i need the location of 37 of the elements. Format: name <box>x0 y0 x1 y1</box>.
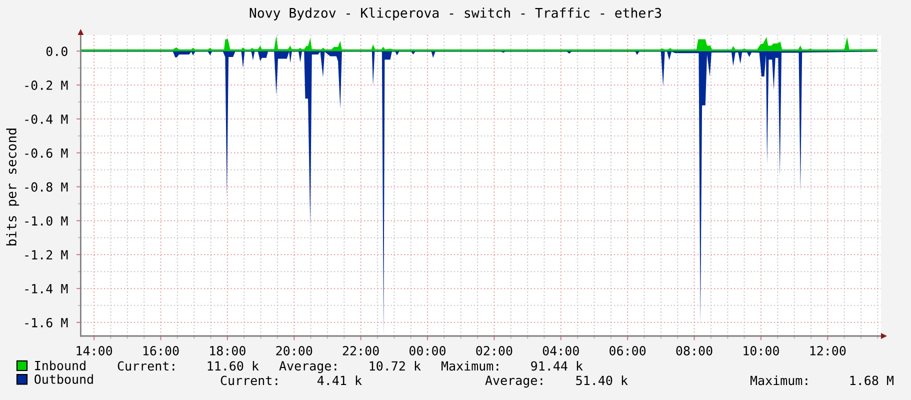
chart-title: Novy Bydzov - Klicperova - switch - Traffic - ether3 <box>250 8 662 20</box>
y-axis-title: bits per second <box>6 128 19 246</box>
x-tick-label: 22:00 <box>342 346 379 356</box>
text: 11.60 k <box>208 360 259 371</box>
x-tick-label: 14:00 <box>76 346 112 356</box>
x-tick-label: 02:00 <box>476 346 512 356</box>
text: Maximum: <box>750 375 808 386</box>
y-tick-label: -1.4 M <box>25 284 68 294</box>
legend-label: Inbound <box>35 360 86 370</box>
y-tick-label: -0.6 M <box>25 148 68 158</box>
y-tick-label: -1.6 M <box>25 318 68 328</box>
x-tick-label: 08:00 <box>676 346 712 356</box>
y-tick-label: -1.0 M <box>25 216 68 226</box>
text: Maximum: <box>442 360 498 371</box>
text: Current: <box>118 361 174 371</box>
x-tick-label: 16:00 <box>143 346 179 356</box>
y-tick-label: -1.2 M <box>25 250 68 260</box>
text: 4.41 k <box>317 375 362 385</box>
legend-label: Outbound <box>34 374 93 384</box>
text: 10.72 k <box>370 360 421 371</box>
text: Current: <box>220 376 278 386</box>
text: 91.44 k <box>531 360 583 371</box>
y-tick-label: 0.0 <box>46 46 68 56</box>
x-tick-label: 06:00 <box>610 346 646 356</box>
text: 51.40 k <box>576 375 628 386</box>
x-tick-label: 20:00 <box>276 346 312 356</box>
text: 1.68 M <box>850 376 894 386</box>
x-tick-label: 10:00 <box>744 346 779 356</box>
y-tick-label: -0.2 M <box>25 80 68 90</box>
text: Average: <box>485 376 542 388</box>
y-tick-label: -0.4 M <box>25 114 68 124</box>
text: Average: <box>279 361 336 374</box>
x-tick-label: 04:00 <box>542 346 579 356</box>
x-tick-label: 00:00 <box>409 346 446 356</box>
x-tick-label: 18:00 <box>210 346 246 356</box>
y-tick-label: -0.8 M <box>25 182 68 192</box>
x-tick-label: 12:00 <box>810 346 846 356</box>
